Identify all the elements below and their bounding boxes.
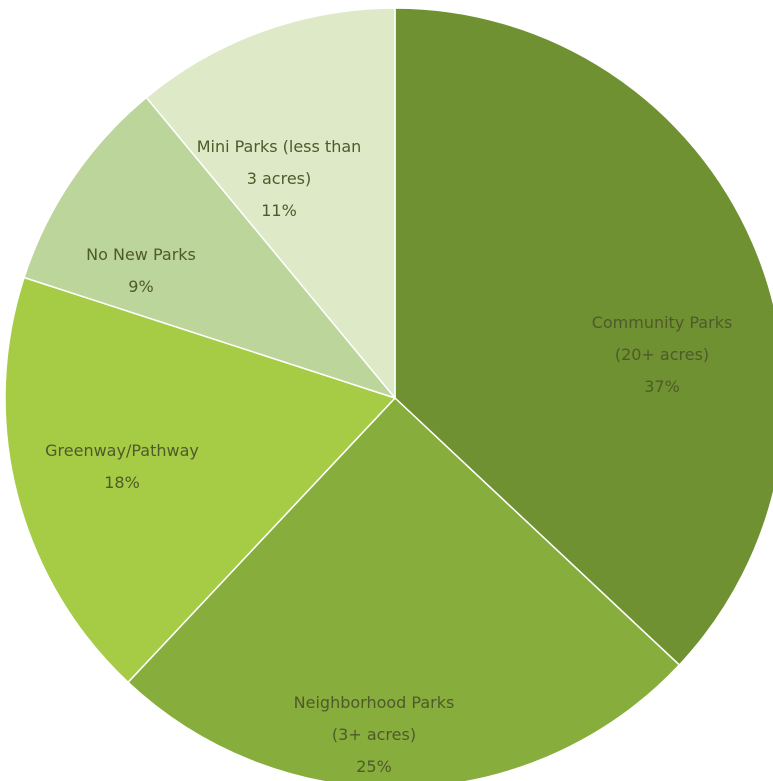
- slice-label-line: Neighborhood Parks: [294, 693, 455, 712]
- slice-label-line: 18%: [104, 473, 140, 492]
- slice-label-line: Community Parks: [592, 313, 733, 332]
- slice-label: Mini Parks (less than 3 acres) 11%: [197, 137, 362, 220]
- slice-label-line: 37%: [644, 377, 680, 396]
- slice-label-line: 3 acres): [247, 169, 312, 188]
- pie-slice: [126, 396, 681, 781]
- pie-slices: [4, 7, 773, 781]
- slice-label-line: No New Parks: [86, 245, 196, 264]
- slice-label-line: (3+ acres): [332, 725, 416, 744]
- slice-label-line: Greenway/Pathway: [45, 441, 199, 460]
- slice-label-line: 11%: [261, 201, 297, 220]
- pie-slice: [23, 96, 398, 400]
- pie-slice: [145, 7, 396, 401]
- slice-label-line: (20+ acres): [615, 345, 709, 364]
- slice-label: Community Parks (20+ acres) 37%: [592, 313, 733, 396]
- pie-slice: [4, 276, 397, 684]
- slice-label-line: Mini Parks (less than: [197, 137, 362, 156]
- slice-label: Neighborhood Parks (3+ acres) 25%: [294, 693, 455, 776]
- pie-labels: Community Parks (20+ acres) 37% Neighborhoo…: [45, 137, 732, 776]
- slice-label: No New Parks 9%: [86, 245, 196, 296]
- pie-slice: [394, 7, 773, 667]
- slice-label-line: 9%: [128, 277, 153, 296]
- slice-label-line: 25%: [356, 757, 392, 776]
- slice-label: Greenway/Pathway 18%: [45, 441, 199, 492]
